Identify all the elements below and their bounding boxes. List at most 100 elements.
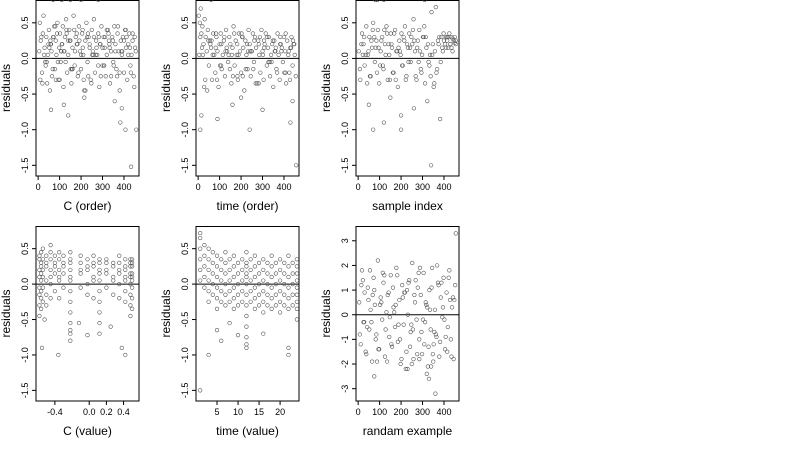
data-point [219,267,224,273]
data-point [269,274,274,280]
data-point [257,52,262,57]
data-point [66,113,71,118]
data-point [107,45,112,50]
data-point [198,278,203,283]
data-point [132,84,137,90]
data-point [381,67,386,72]
data-point [412,49,418,54]
y-tick-label: -0.5 [20,86,30,102]
data-point [130,31,135,36]
data-point [231,274,236,280]
data-point [412,38,417,43]
x-tick-label: 400 [116,182,131,192]
data-point [236,52,241,57]
data-point [249,49,254,54]
data-point [196,13,201,18]
data-point [422,81,428,86]
data-point [283,31,288,36]
data-point [294,306,299,311]
data-point [359,283,364,288]
data-point [418,67,423,72]
data-point [50,67,55,72]
data-point [39,34,44,40]
data-point [415,352,420,357]
data-point [61,264,66,269]
data-point [398,113,404,118]
plot-frame [195,0,300,177]
data-point [282,271,287,276]
data-point [104,52,109,57]
data-point [372,34,377,40]
y-tick-label: 0.5 [180,17,190,30]
data-point [56,352,61,358]
data-point [202,253,207,258]
data-point [128,257,133,262]
data-point [411,106,417,111]
data-point [360,52,365,57]
y-tick-label: -0.5 [180,312,190,328]
data-point [247,42,252,47]
data-point [206,299,211,304]
data-point [85,59,90,65]
data-point [446,45,451,50]
data-point [272,38,277,43]
data-point [97,84,102,90]
data-point [48,107,54,112]
data-point [223,27,229,33]
data-point [128,63,133,68]
data-point [117,70,122,75]
data-point [371,275,376,280]
data-point [221,38,226,43]
data-point [392,310,397,315]
data-point [215,49,220,54]
data-point [111,59,116,65]
data-point [96,34,101,40]
data-point [261,38,267,43]
data-point [363,349,368,354]
data-point [244,274,249,280]
data-point [284,81,289,86]
data-point [267,74,273,79]
data-point [440,45,445,50]
data-point [39,296,44,301]
data-point [442,317,447,322]
data-point [244,292,249,297]
data-point [101,63,107,68]
data-point [117,271,122,276]
x-tick-label: 200 [394,407,409,417]
data-point [119,345,124,350]
plot-frame [35,0,140,177]
data-point [363,52,368,57]
data-point [379,38,384,43]
data-point [235,333,241,338]
data-point [281,34,287,40]
data-point [68,267,73,273]
data-point [271,84,276,90]
data-point [81,52,86,57]
data-point [265,260,270,265]
x-tick-label: 0 [196,182,201,192]
data-point [426,59,431,65]
data-point [198,267,203,273]
data-point [405,312,411,317]
chart-panel-2: 0 100 200 300 400 0.5 0.0 -0.5 -1.0 -1.5 time (ord… [159,0,300,213]
data-point [49,74,55,79]
data-point [413,74,418,79]
data-point [44,292,49,297]
data-point [132,34,137,40]
data-point [91,52,96,57]
data-point [85,257,90,262]
data-point [68,0,73,3]
y-tick-label: 0 [340,312,350,317]
data-point [290,292,295,297]
data-point [447,297,453,303]
x-tick-label: 0 [356,182,361,192]
data-point [260,52,266,57]
data-point [91,253,96,258]
data-point [388,273,393,278]
data-point [52,271,57,276]
x-tick-label: 100 [52,182,67,192]
data-point [123,127,128,132]
data-point [406,59,411,65]
data-point [438,116,443,122]
